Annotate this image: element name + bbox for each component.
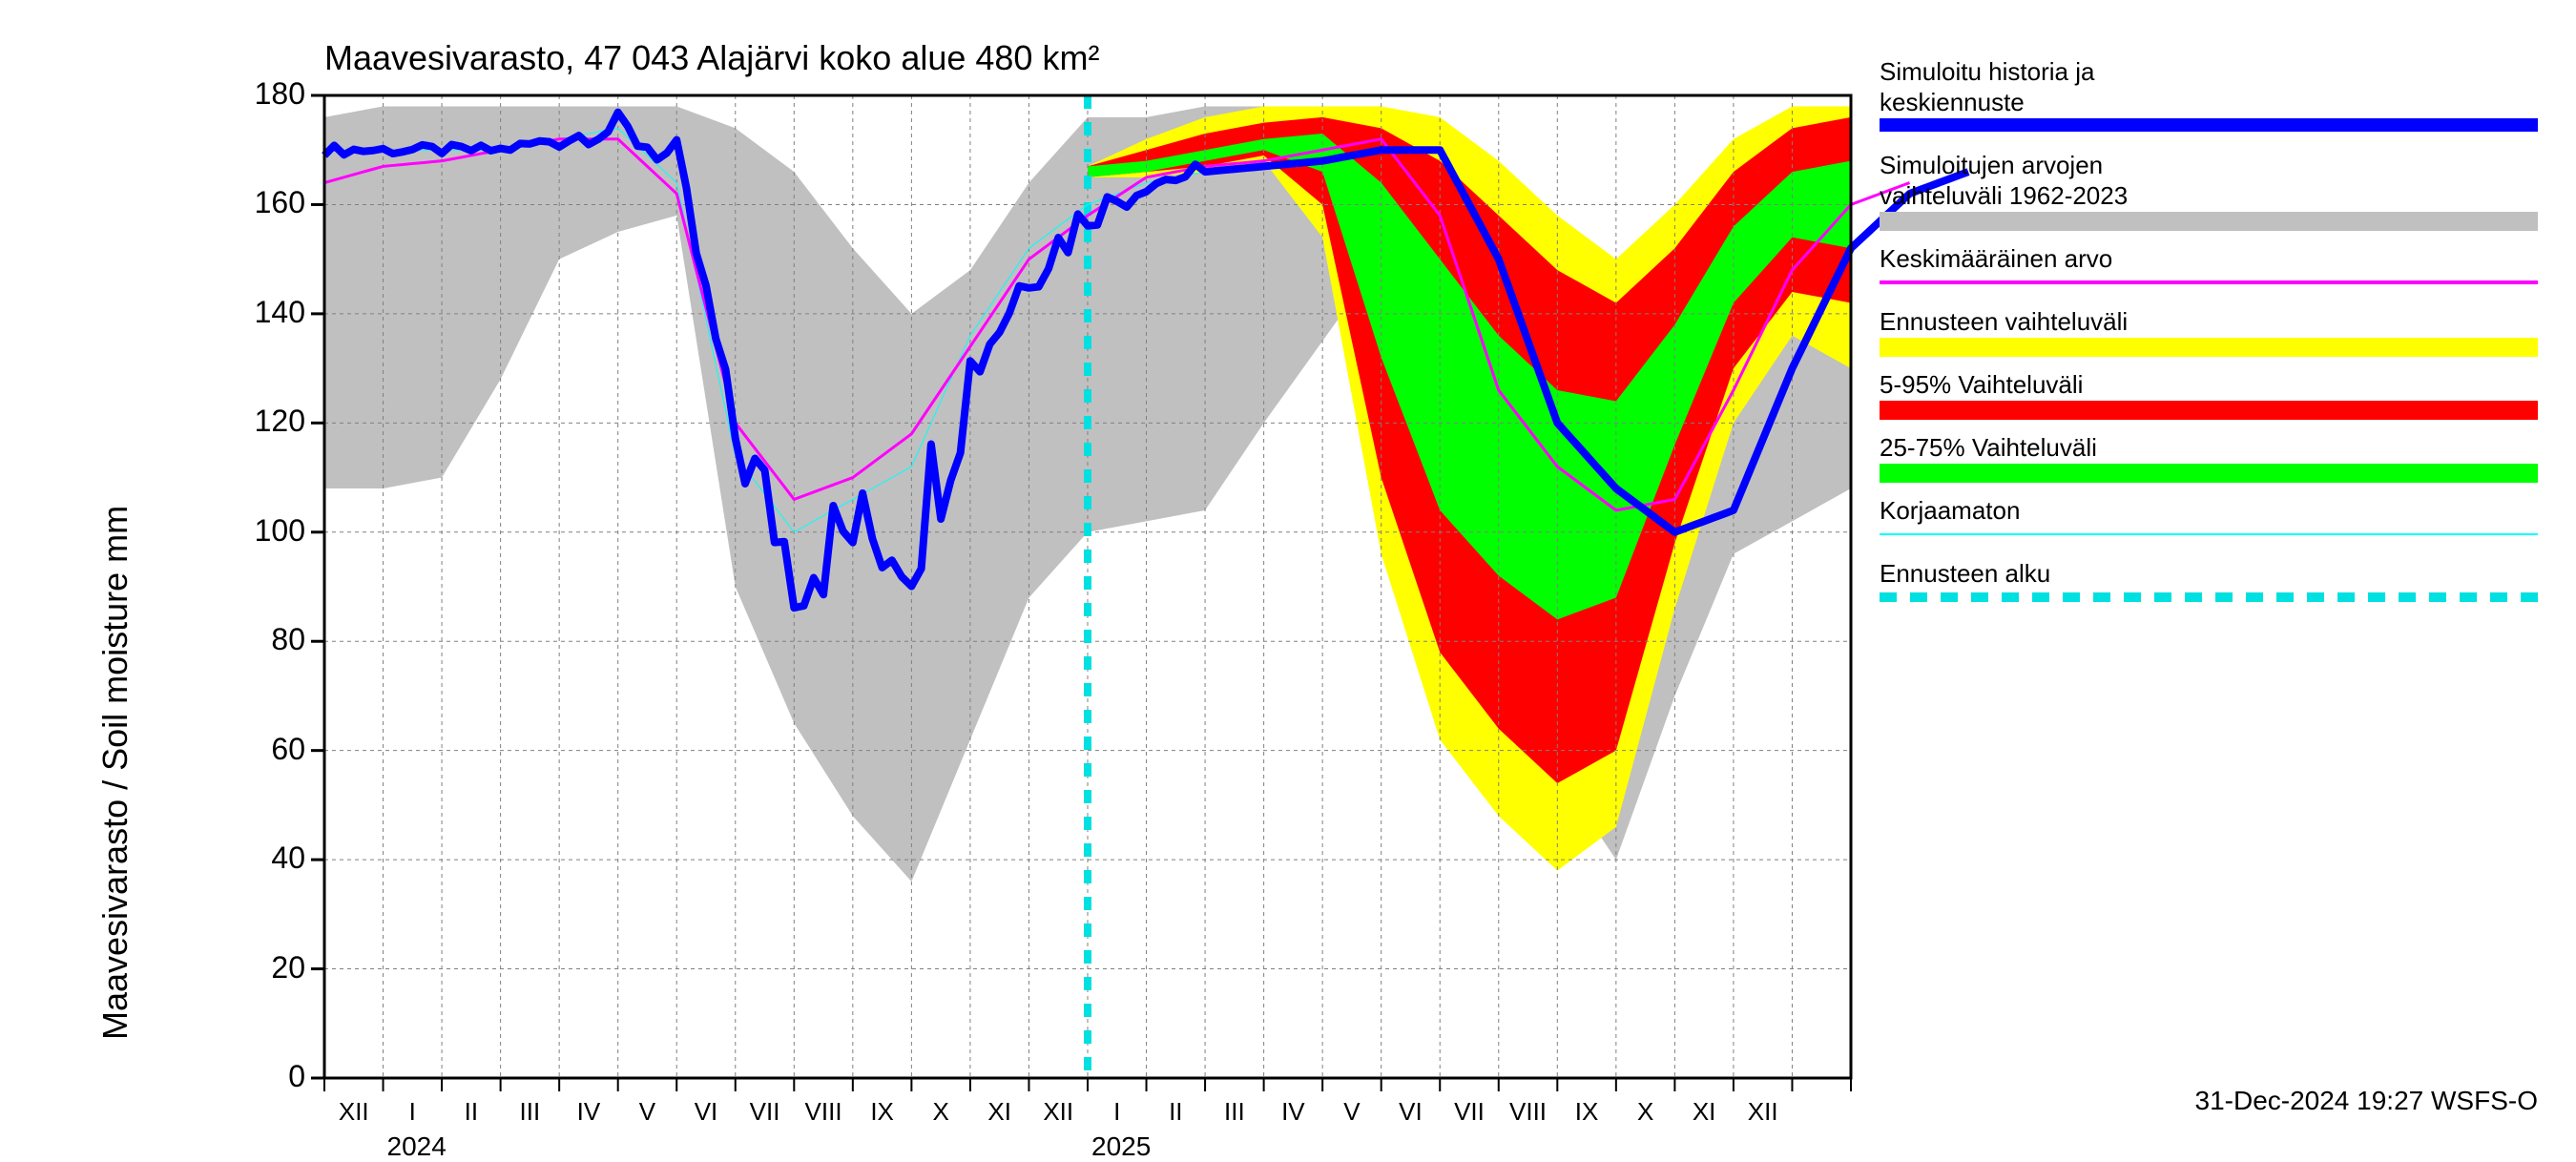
chart-footer: 31-Dec-2024 19:27 WSFS-O (2195, 1086, 2539, 1116)
y-tick: 80 (229, 622, 305, 657)
x-tick: VII (1441, 1097, 1498, 1127)
plot-area (0, 0, 2576, 1145)
legend-swatch-fc_595 (1880, 401, 2538, 420)
y-tick: 140 (229, 295, 305, 330)
legend-label-uncorr: Korjaamaton (1880, 496, 2020, 526)
legend-swatch-fc_all (1880, 338, 2538, 357)
legend-swatch-sim (1880, 118, 2538, 132)
legend-label-mean: Keskimääräinen arvo (1880, 244, 2112, 274)
x-tick: V (618, 1097, 675, 1127)
y-tick: 100 (229, 513, 305, 549)
legend-label-fc_2575: 25-75% Vaihteluväli (1880, 433, 2097, 463)
legend-label-fcstart: Ennusteen alku (1880, 559, 2050, 589)
year-label: 2024 (387, 1131, 447, 1162)
legend-swatch-fcstart (1880, 592, 2538, 602)
x-tick: V (1323, 1097, 1381, 1127)
x-tick: IV (1264, 1097, 1321, 1127)
x-tick: II (1147, 1097, 1204, 1127)
x-tick: VI (1381, 1097, 1439, 1127)
chart-container: Maavesivarasto, 47 043 Alajärvi koko alu… (0, 0, 2576, 1145)
y-tick: 60 (229, 732, 305, 767)
y-tick: 160 (229, 185, 305, 220)
x-tick: II (443, 1097, 500, 1127)
y-tick: 0 (229, 1059, 305, 1094)
x-tick: VII (737, 1097, 794, 1127)
y-tick: 120 (229, 404, 305, 439)
year-label: 2025 (1091, 1131, 1151, 1162)
x-tick: I (1089, 1097, 1146, 1127)
x-tick: XI (971, 1097, 1028, 1127)
x-tick: X (912, 1097, 969, 1127)
x-tick: IX (854, 1097, 911, 1127)
x-tick: X (1617, 1097, 1674, 1127)
legend-label-range: vaihteluväli 1962-2023 (1880, 181, 2128, 211)
x-tick: VIII (1500, 1097, 1557, 1127)
legend-label-sim: Simuloitu historia ja (1880, 57, 2094, 87)
legend-swatch-uncorr (1880, 533, 2538, 535)
y-tick: 20 (229, 950, 305, 986)
x-tick: VI (677, 1097, 735, 1127)
x-tick: XII (1029, 1097, 1087, 1127)
x-tick: VIII (795, 1097, 852, 1127)
legend-label-range: Simuloitujen arvojen (1880, 151, 2103, 180)
legend-label-sim: keskiennuste (1880, 88, 2025, 117)
legend-swatch-mean (1880, 280, 2538, 284)
x-tick: IX (1558, 1097, 1615, 1127)
x-tick: XII (1735, 1097, 1792, 1127)
x-tick: I (384, 1097, 441, 1127)
x-tick: IV (560, 1097, 617, 1127)
y-tick: 180 (229, 76, 305, 112)
x-tick: III (501, 1097, 558, 1127)
legend-swatch-fc_2575 (1880, 464, 2538, 483)
x-tick: XII (325, 1097, 383, 1127)
x-tick: XI (1675, 1097, 1733, 1127)
x-tick: III (1206, 1097, 1263, 1127)
legend-swatch-range (1880, 212, 2538, 231)
legend-label-fc_595: 5-95% Vaihteluväli (1880, 370, 2083, 400)
y-tick: 40 (229, 840, 305, 876)
legend-label-fc_all: Ennusteen vaihteluväli (1880, 307, 2128, 337)
